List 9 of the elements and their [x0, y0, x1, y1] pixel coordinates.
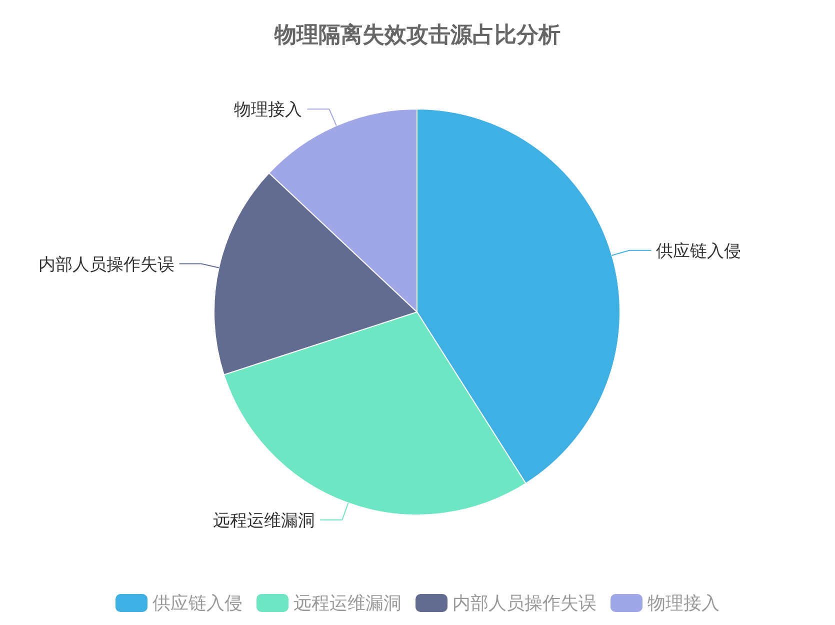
chart-title: 物理隔离失效攻击源占比分析 [274, 22, 560, 47]
slice-label: 远程运维漏洞 [213, 510, 316, 530]
legend-label: 供应链入侵 [152, 593, 242, 613]
legend-label: 内部人员操作失误 [452, 593, 596, 613]
slice-label: 供应链入侵 [656, 241, 742, 260]
legend-label: 远程运维漏洞 [294, 593, 402, 613]
slice-label: 物理接入 [234, 100, 302, 120]
slice-label: 内部人员操作失误 [38, 254, 174, 274]
legend-label: 物理接入 [648, 593, 720, 613]
